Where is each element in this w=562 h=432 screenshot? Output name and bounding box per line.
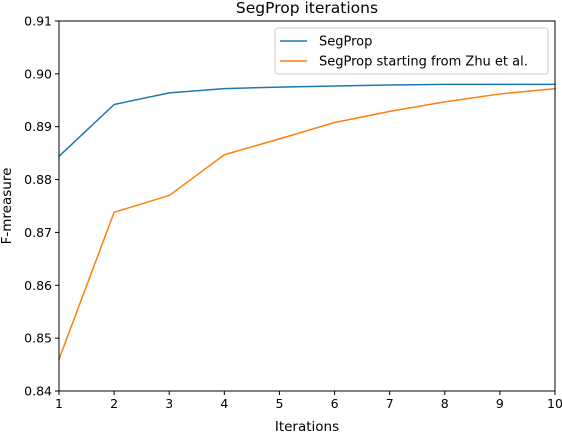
y-tick-label: 0.90 [24, 66, 52, 81]
y-tick-label: 0.85 [24, 331, 52, 346]
y-axis: 0.84 0.85 0.86 0.87 0.88 0.89 0.90 0.91 [24, 14, 59, 399]
legend-label-1: SegProp [319, 35, 372, 50]
x-tick-label: 6 [331, 396, 339, 411]
x-tick-label: 1 [55, 396, 63, 411]
x-tick-label: 7 [386, 396, 394, 411]
legend-box [274, 27, 549, 75]
series-line-2 [58, 87, 556, 361]
y-tick-label: 0.91 [24, 14, 52, 29]
y-tick-label: 0.87 [24, 225, 52, 240]
x-tick-label: 3 [165, 396, 173, 411]
x-tick-label: 10 [547, 396, 562, 411]
y-tick-label: 0.86 [24, 278, 52, 293]
chart-title: SegProp iterations [236, 0, 378, 17]
y-tick-label: 0.84 [24, 384, 52, 399]
plot-frame [58, 20, 556, 392]
plot-lines [57, 83, 556, 361]
x-tick-label: 2 [110, 396, 118, 411]
x-axis: 1 2 3 4 5 6 7 8 9 10 [55, 391, 562, 411]
x-tick-label: 5 [275, 396, 283, 411]
legend: SegProp SegProp starting from Zhu et al. [274, 27, 549, 75]
x-tick-label: 9 [496, 396, 504, 411]
y-tick-label: 0.89 [24, 119, 52, 134]
series-line-1 [57, 83, 556, 158]
legend-label-2: SegProp starting from Zhu et al. [319, 55, 528, 70]
x-tick-label: 4 [220, 396, 228, 411]
y-tick-label: 0.88 [24, 172, 52, 187]
y-axis-label: F-mreasure [0, 168, 15, 245]
x-axis-label: Iterations [275, 419, 339, 432]
x-tick-label: 8 [441, 396, 449, 411]
